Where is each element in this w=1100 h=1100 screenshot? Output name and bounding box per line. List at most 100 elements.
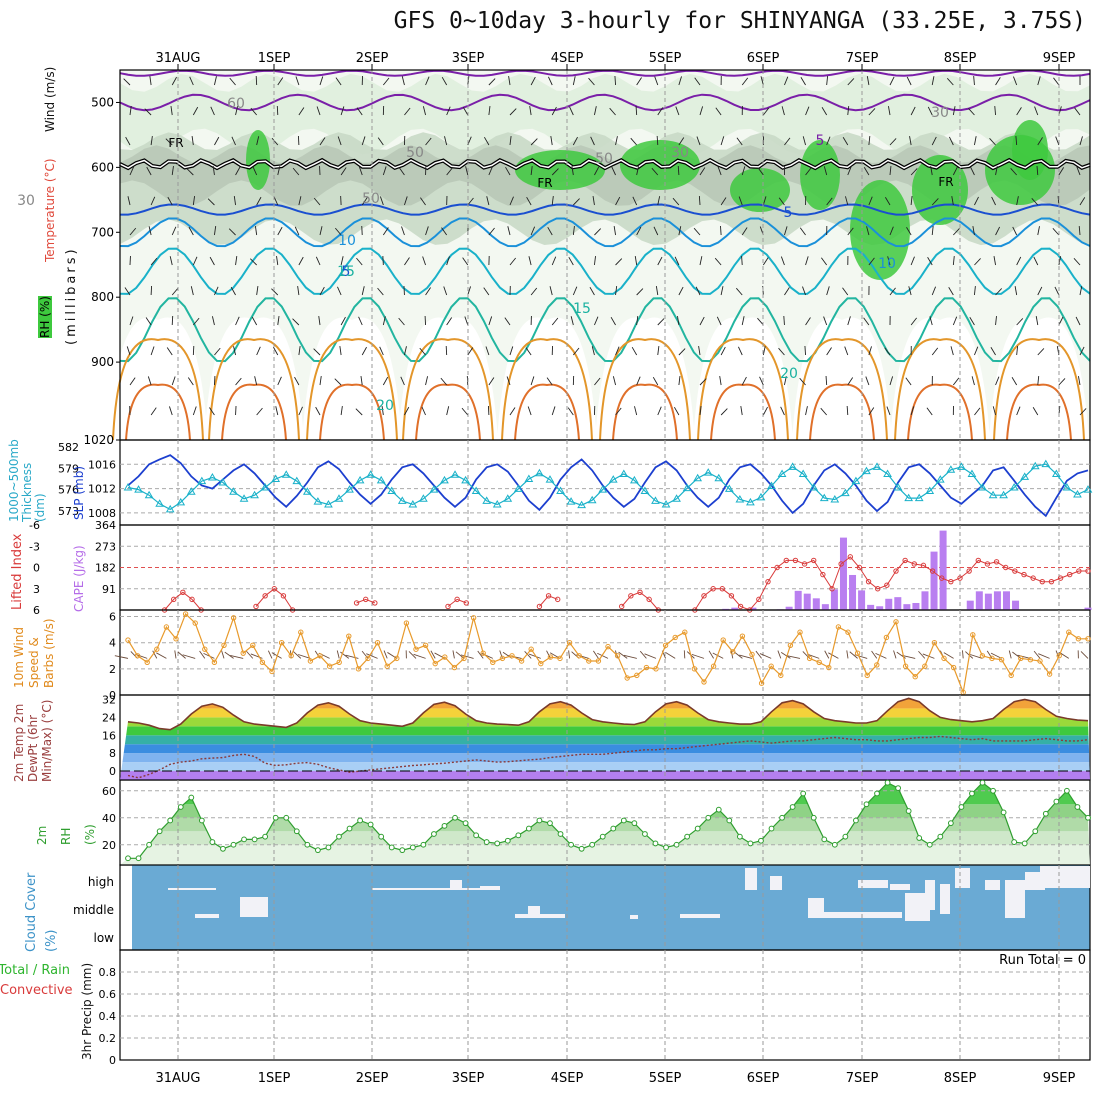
wind-speed-point bbox=[278, 639, 285, 646]
thickness-point bbox=[260, 482, 270, 491]
wind-barb bbox=[889, 76, 895, 86]
wind-barb-10m bbox=[1038, 653, 1050, 659]
wind-barb bbox=[400, 376, 405, 386]
rh2m-point bbox=[1021, 840, 1028, 847]
wind-barb bbox=[889, 376, 894, 386]
wind-barb bbox=[594, 228, 602, 236]
wind-barb bbox=[657, 406, 662, 416]
thickness-point bbox=[492, 499, 502, 508]
cape-bar bbox=[1002, 591, 1010, 610]
wind-barb bbox=[720, 197, 727, 206]
lifted-index-point bbox=[1021, 571, 1027, 578]
wind-barb bbox=[994, 105, 997, 116]
wind-barb bbox=[441, 76, 448, 86]
wind-barb-10m bbox=[777, 650, 782, 659]
rh-saturated-region bbox=[912, 155, 968, 225]
wind-barb bbox=[1037, 348, 1045, 356]
label-cape: CAPE (J/kg) bbox=[72, 545, 86, 612]
temp-band bbox=[120, 699, 1090, 709]
contour-label: 20 bbox=[376, 398, 394, 414]
cloud-block bbox=[955, 868, 970, 888]
wind-speed-point bbox=[566, 639, 573, 646]
isotherm-30 bbox=[809, 383, 875, 441]
wind-barb bbox=[340, 316, 346, 326]
temp-band bbox=[120, 753, 1090, 763]
cloud-block bbox=[808, 898, 824, 918]
rh2m-point bbox=[167, 817, 174, 824]
wind-barb bbox=[720, 136, 725, 146]
wind-barb bbox=[551, 106, 557, 116]
wind-barb-10m bbox=[639, 650, 647, 659]
rh2m-point bbox=[220, 845, 226, 852]
wind-barb bbox=[298, 406, 303, 416]
wind-barb bbox=[974, 258, 981, 266]
wind-barb bbox=[334, 227, 342, 236]
wind-barb bbox=[615, 346, 620, 356]
wind-barb bbox=[989, 138, 996, 146]
lifted-index-line bbox=[539, 595, 558, 607]
thickness-point bbox=[535, 468, 544, 477]
wind-barb bbox=[631, 346, 638, 356]
wind-speed-point bbox=[826, 664, 832, 671]
wind-barb bbox=[276, 256, 279, 266]
wind-barb-10m bbox=[293, 651, 302, 659]
thickness-point bbox=[197, 476, 207, 485]
wind-barb bbox=[188, 226, 194, 236]
wind-barb bbox=[298, 196, 302, 206]
thickness-point bbox=[630, 475, 639, 484]
wind-barb bbox=[674, 256, 680, 266]
rh2m-point bbox=[125, 855, 131, 862]
wind-barb bbox=[465, 166, 469, 176]
wind-speed-point bbox=[509, 653, 515, 659]
wind-barb bbox=[446, 256, 450, 266]
lifted-index-point bbox=[1003, 564, 1009, 571]
wind-barb bbox=[446, 317, 453, 326]
cape-bar bbox=[885, 598, 893, 610]
wind-barb-10m bbox=[298, 654, 311, 659]
wind-barb bbox=[443, 286, 448, 296]
wind-barb bbox=[781, 106, 785, 116]
temp-band bbox=[120, 771, 1090, 780]
lifted-index-point bbox=[929, 568, 936, 574]
rh2m-point bbox=[198, 817, 205, 824]
wind-barb bbox=[762, 406, 768, 416]
wind-barb bbox=[440, 377, 448, 386]
wind-barb bbox=[146, 166, 152, 176]
wind-speed-point bbox=[374, 639, 381, 646]
thickness-point bbox=[503, 494, 513, 502]
contour-label: 15 bbox=[337, 264, 355, 280]
isotherm-30 bbox=[125, 383, 191, 441]
wind-barb-10m bbox=[986, 650, 993, 659]
wind-barb bbox=[968, 108, 975, 116]
wind-barb bbox=[657, 318, 665, 326]
rh2m-point bbox=[620, 817, 627, 824]
wind-barb bbox=[884, 347, 891, 356]
lifted-index-point bbox=[902, 557, 908, 564]
wind-barb bbox=[635, 105, 638, 116]
wind-barb bbox=[509, 346, 514, 356]
wind-barb bbox=[995, 166, 998, 176]
wind-barb bbox=[823, 166, 828, 176]
wind-barb bbox=[549, 286, 553, 296]
wind-barb-10m bbox=[114, 655, 129, 659]
wind-barb bbox=[191, 136, 194, 146]
pressure-tick-label: 700 bbox=[91, 225, 114, 239]
wind-barb bbox=[821, 107, 828, 116]
wind-barb bbox=[254, 226, 258, 236]
thickness-point bbox=[566, 497, 576, 505]
wind-barb bbox=[313, 197, 321, 206]
wind-barb-10m bbox=[828, 652, 839, 659]
wind-barb bbox=[1077, 376, 1081, 386]
rh2m-point bbox=[779, 814, 785, 821]
wind-barb-10m bbox=[250, 653, 263, 659]
wind-speed-point bbox=[682, 629, 688, 635]
wind-speed-point bbox=[202, 646, 208, 652]
thickness-point bbox=[450, 470, 460, 478]
wind-barb bbox=[256, 346, 261, 356]
label-millibars: (millibars) bbox=[64, 246, 79, 345]
lifted-index-point bbox=[838, 561, 844, 567]
cape-bar bbox=[939, 530, 947, 610]
wind-speed-point bbox=[912, 673, 918, 680]
wind-speed-point bbox=[864, 672, 870, 679]
wind-barb bbox=[995, 316, 997, 326]
